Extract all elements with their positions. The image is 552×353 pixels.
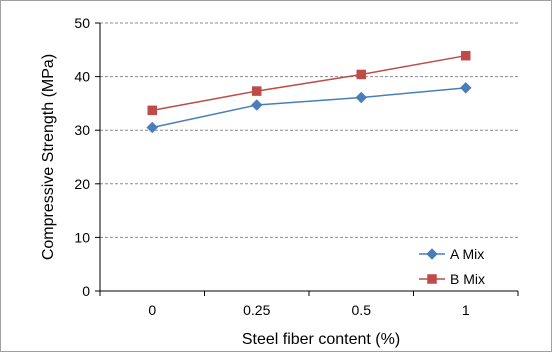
data-point (461, 50, 471, 61)
data-point (250, 99, 263, 111)
series-a-mix (146, 82, 472, 134)
series (146, 50, 472, 134)
y-tick-label: 50 (74, 15, 90, 31)
data-point (356, 69, 366, 80)
data-point (459, 82, 472, 94)
y-tick-label: 0 (82, 283, 90, 299)
y-tick-label: 10 (74, 229, 90, 245)
legend: A Mix B Mix (419, 246, 485, 287)
data-point (355, 91, 368, 104)
x-tick-label: 0.25 (243, 302, 270, 318)
axes (95, 22, 519, 296)
y-tick-labels: 0 10 20 30 40 50 (74, 15, 90, 299)
gridlines (100, 22, 518, 238)
legend-item: B Mix (419, 271, 485, 287)
legend-marker (426, 248, 438, 260)
y-axis-title: Compressive Strength (MPa) (40, 54, 57, 260)
legend-label: A Mix (450, 246, 484, 262)
data-point (252, 86, 262, 96)
series-line (152, 54, 466, 112)
y-tick-label: 20 (74, 176, 90, 192)
x-tick-label: 1 (462, 302, 470, 318)
y-tick-label: 40 (74, 69, 90, 85)
legend-label: B Mix (450, 271, 485, 287)
legend-marker (427, 274, 437, 284)
legend-item: A Mix (419, 246, 484, 262)
data-point (146, 121, 159, 134)
x-tick-label: 0.5 (352, 302, 372, 318)
x-axis-title: Steel fiber content (%) (242, 331, 400, 348)
series-line (152, 87, 466, 129)
series-b-mix (147, 50, 471, 116)
x-tick-labels: 0 0.25 0.5 1 (148, 302, 470, 318)
data-point (147, 105, 157, 116)
x-tick-label: 0 (148, 302, 156, 318)
y-tick-label: 30 (74, 122, 90, 138)
